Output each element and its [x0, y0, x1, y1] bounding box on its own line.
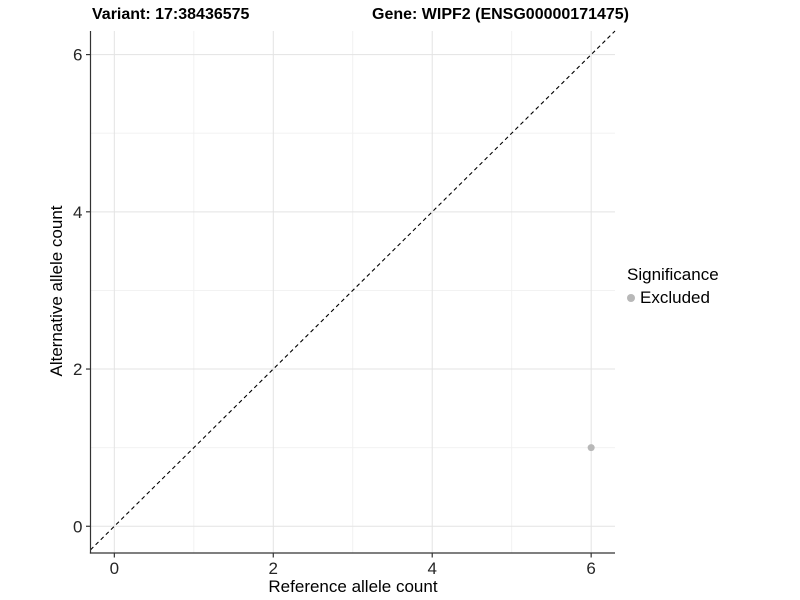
y-tick-label: 0 — [73, 517, 82, 536]
circle-icon — [627, 294, 635, 302]
x-tick-label: 0 — [110, 559, 119, 578]
gene-title: Gene: WIPF2 (ENSG00000171475) — [372, 6, 630, 23]
x-axis-title: Reference allele count — [268, 577, 438, 596]
variant-title: Variant: 17:38436575 — [92, 6, 250, 23]
identity-reference-line — [90, 30, 616, 551]
y-tick-label: 4 — [73, 203, 82, 222]
legend: Significance Excluded — [627, 265, 719, 308]
legend-item-excluded: Excluded — [627, 288, 719, 308]
x-tick-label: 4 — [427, 559, 436, 578]
data-point — [587, 444, 595, 452]
y-tick-label: 2 — [73, 360, 82, 379]
x-tick-label: 2 — [269, 559, 278, 578]
legend-item-label: Excluded — [640, 288, 710, 307]
x-tick-label: 6 — [586, 559, 595, 578]
y-axis-title: Alternative allele count — [47, 205, 66, 377]
legend-title: Significance — [627, 265, 719, 284]
y-tick-label: 6 — [73, 46, 82, 65]
